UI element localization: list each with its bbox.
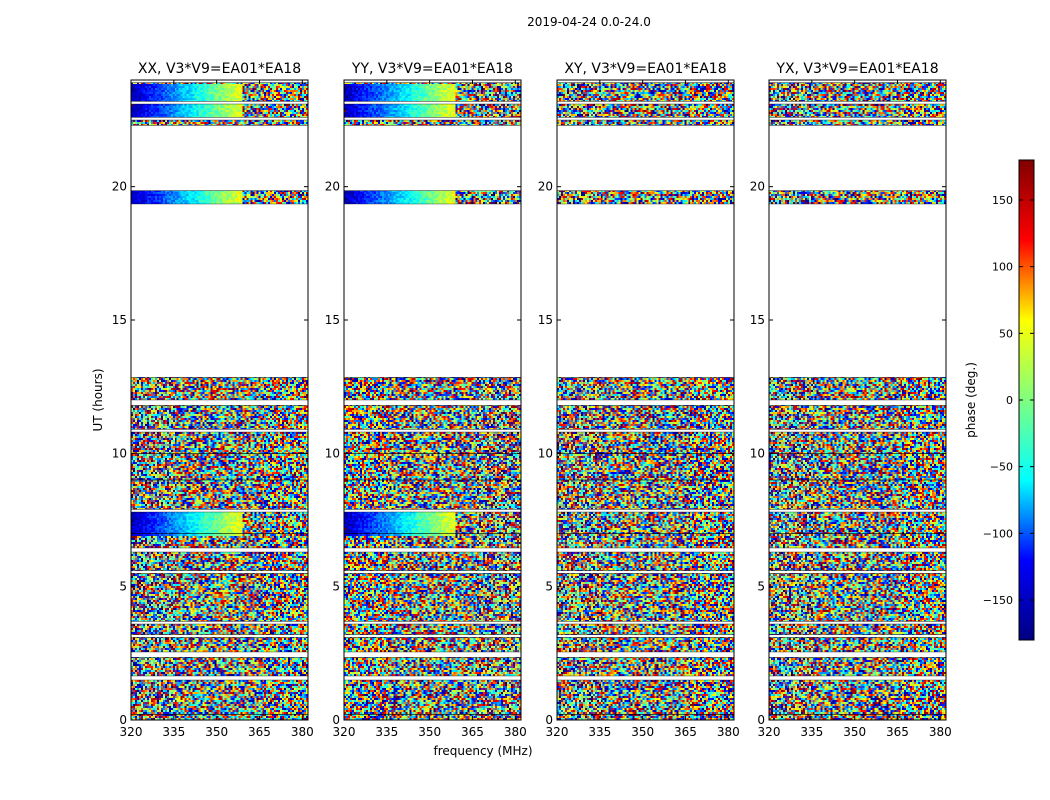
panels-group: XX, V3*V9=EA01*EA18 320 335 350 365 380 0 5 10 15… [112,61,952,739]
x-tick-label: 335 [800,725,823,739]
x-tick-label: 365 [248,725,271,739]
colorbar-tick-label: 100 [992,261,1013,274]
colorbar-tick-label: 0 [1006,394,1013,407]
x-tick-label: 335 [162,725,185,739]
y-tick-label: 0 [545,713,553,727]
colorbar-tick-label: −50 [990,461,1013,474]
panel-frame [343,79,522,721]
y-tick-label: 0 [757,713,765,727]
colorbar-tick-label: 150 [992,194,1013,207]
x-tick-label: 380 [717,725,740,739]
y-tick-label: 0 [332,713,340,727]
y-tick-label: 10 [538,446,553,460]
y-tick-label: 0 [119,713,127,727]
x-tick-label: 380 [929,725,952,739]
panel-3: XY, V3*V9=EA01*EA18 320 335 350 365 380 0 5 10 15… [538,61,740,739]
panel-4: YX, V3*V9=EA01*EA18 320 335 350 365 380 0 5 10 15… [750,61,952,739]
colorbar-tick-label: −150 [983,594,1013,607]
x-tick-label: 320 [333,725,356,739]
colorbar-tick-label: 50 [999,327,1013,340]
panel-title: YX, V3*V9=EA01*EA18 [775,61,938,77]
x-tick-label: 380 [504,725,527,739]
panel-frame [556,79,735,721]
x-tick-label: 380 [291,725,314,739]
y-tick-label: 15 [325,313,340,327]
y-tick-label: 15 [112,313,127,327]
colorbar-ticks: 150 100 50 0 −50 −100 −150 [983,194,1034,607]
y-tick-label: 15 [538,313,553,327]
panel-frame [130,79,309,721]
panel-frame [768,79,947,721]
x-tick-label: 365 [461,725,484,739]
colorbar: 150 100 50 0 −50 −100 −150 phase (deg.) [964,159,1035,641]
panel-title: YY, V3*V9=EA01*EA18 [351,61,513,77]
y-tick-label: 10 [112,446,127,460]
x-tick-label: 320 [120,725,143,739]
colorbar-label: phase (deg.) [964,362,978,438]
x-tick-label: 320 [758,725,781,739]
y-tick-label: 10 [325,446,340,460]
panel-title: XY, V3*V9=EA01*EA18 [564,61,726,77]
x-tick-label: 350 [631,725,654,739]
x-tick-label: 335 [375,725,398,739]
panel-2: YY, V3*V9=EA01*EA18 320 335 350 365 380 0 5 10 15… [325,61,527,739]
y-tick-label: 20 [112,180,127,194]
y-tick-label: 5 [757,580,765,594]
y-tick-label: 15 [750,313,765,327]
y-tick-label: 20 [750,180,765,194]
figure-suptitle: 2019-04-24 0.0-24.0 [527,15,651,29]
panel-title: XX, V3*V9=EA01*EA18 [138,61,301,77]
y-tick-label: 5 [545,580,553,594]
panel-1: XX, V3*V9=EA01*EA18 320 335 350 365 380 0 5 10 15… [112,61,314,739]
y-tick-label: 20 [538,180,553,194]
y-tick-label: 5 [332,580,340,594]
y-tick-label: 10 [750,446,765,460]
x-axis-label: frequency (MHz) [433,744,532,758]
x-tick-label: 365 [886,725,909,739]
y-axis-label: UT (hours) [91,368,105,431]
x-tick-label: 335 [588,725,611,739]
colorbar-tick-label: −100 [983,527,1013,540]
y-tick-label: 20 [325,180,340,194]
x-tick-label: 350 [843,725,866,739]
x-tick-label: 365 [674,725,697,739]
x-tick-label: 350 [205,725,228,739]
y-tick-label: 5 [119,580,127,594]
x-tick-label: 320 [546,725,569,739]
x-tick-label: 350 [418,725,441,739]
